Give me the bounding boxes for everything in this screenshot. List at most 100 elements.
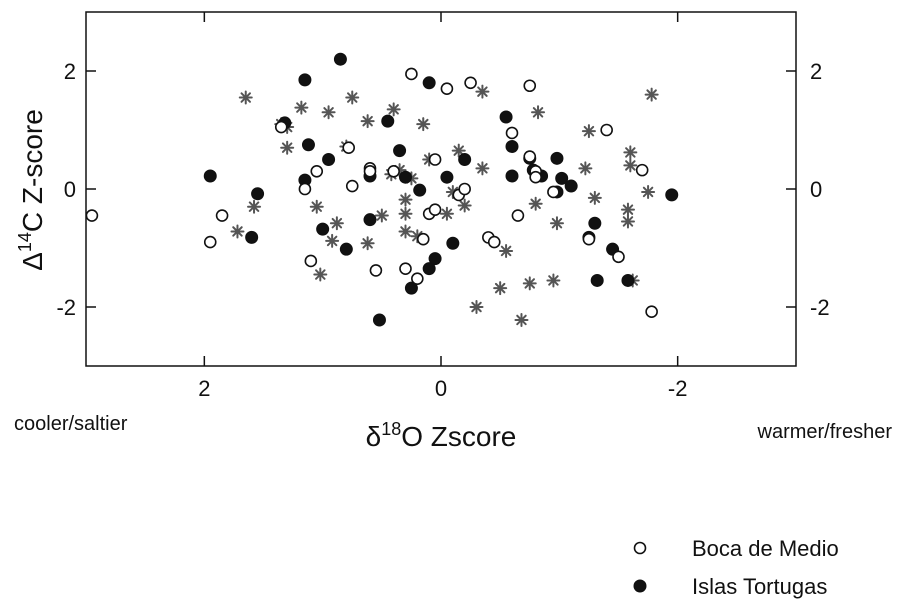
los-testigos-point (416, 117, 431, 132)
los-testigos-point (374, 208, 389, 223)
islas-tortugas-point (363, 213, 377, 227)
islas-tortugas-point (499, 110, 513, 124)
islas-tortugas-point (428, 252, 442, 266)
y-tick-label: -2 (56, 295, 76, 320)
los-testigos-point (469, 300, 484, 314)
legend-label: Los Testigos (692, 612, 814, 616)
los-testigos-point (549, 216, 564, 231)
islas-tortugas-point (621, 273, 635, 287)
boca-de-medio-point (582, 232, 596, 246)
los-testigos-point (230, 224, 245, 239)
boca-de-medio-point (505, 126, 519, 140)
boca-de-medio-point (387, 165, 400, 178)
los-testigos-point (475, 84, 490, 99)
islas-tortugas-point (339, 242, 353, 256)
los-testigos-point (360, 114, 375, 129)
los-testigos-point (398, 192, 413, 207)
islas-tortugas-point (322, 153, 336, 166)
islas-tortugas-point (590, 273, 604, 287)
islas-tortugas-point (440, 170, 454, 184)
los-testigos-point (386, 102, 401, 117)
islas-tortugas-point (301, 138, 315, 152)
x-tick-label: 2 (198, 376, 210, 401)
islas-tortugas-point (588, 216, 602, 230)
islas-tortugas-point (422, 76, 436, 90)
boca-de-medio-point (405, 67, 418, 81)
islas-tortugas-point (333, 52, 347, 66)
boca-de-medio-point (399, 262, 412, 275)
boca-de-medio-point (416, 232, 430, 246)
x-tick-label: -2 (668, 376, 688, 401)
los-testigos-point (493, 281, 508, 296)
islas-tortugas-point (203, 169, 217, 183)
ticks: 2 0 -2 2 2 0 0 -2 -2 (56, 12, 830, 401)
boca-de-medio-point (487, 235, 501, 249)
los-testigos-point (309, 199, 324, 214)
los-testigos-point (360, 236, 375, 251)
axes (85, 11, 797, 367)
los-testigos-point (499, 243, 514, 258)
islas-tortugas-point (458, 153, 472, 166)
y-right-tick-label: 2 (810, 59, 822, 84)
los-testigos-point (522, 276, 537, 291)
los-testigos-point (398, 224, 413, 239)
boca-de-medio-point (304, 254, 318, 268)
los-testigos-point (531, 105, 546, 120)
boca-de-medio-point (523, 150, 537, 163)
boca-de-medio-point (215, 209, 229, 222)
legend-marker (633, 579, 647, 593)
x-axis-title: δ18O Zscore (366, 419, 517, 452)
los-testigos-point (581, 124, 596, 139)
los-testigos-point (345, 90, 360, 105)
islas-tortugas-point (505, 169, 519, 183)
los-testigos-point (457, 198, 472, 213)
islas-tortugas-point (381, 114, 395, 128)
islas-tortugas-point (298, 73, 312, 87)
islas-tortugas-point (251, 187, 265, 201)
los-testigos-point (329, 216, 344, 231)
boca-de-medio-point (458, 182, 471, 196)
islas-tortugas-point (665, 188, 679, 202)
los-testigos-point (620, 202, 635, 217)
islas-tortugas-point (446, 236, 460, 250)
left-note: cooler/saltier (14, 413, 128, 435)
boca-de-medio-point (635, 163, 649, 177)
boca-de-medio-point (363, 165, 377, 178)
los-testigos-point (528, 196, 543, 211)
los-testigos-point (247, 199, 262, 214)
boca-de-medio-point (298, 182, 312, 196)
boca-de-medio-point (645, 305, 658, 319)
boca-de-medio-point (342, 141, 356, 154)
legend-label: Boca de Medio (692, 536, 839, 561)
y-tick-label: 0 (64, 177, 76, 202)
islas-tortugas-point (550, 151, 564, 165)
los-testigos-point (620, 214, 635, 229)
los-testigos-point (641, 184, 656, 199)
legend-label: Islas Tortugas (692, 574, 827, 599)
boca-de-medio-point (411, 272, 424, 285)
islas-tortugas-point (422, 262, 436, 276)
boca-de-medio-point (612, 250, 625, 264)
boca-de-medio-point (547, 185, 560, 199)
islas-tortugas-point (245, 230, 259, 244)
los-testigos-point (321, 105, 336, 120)
y-axis-title: Δ14C Z-score (15, 109, 48, 271)
islas-tortugas-point (505, 140, 519, 154)
los-testigos-point (578, 161, 593, 176)
boca-de-medio-point (600, 123, 613, 137)
boca-de-medio-point (440, 82, 454, 95)
boca-de-medio-point (523, 79, 537, 93)
legend: Boca de Medio Islas Tortugas Los Testigos (633, 536, 839, 616)
x-tick-label: 0 (435, 376, 447, 401)
boca-de-medio-point (428, 153, 442, 166)
islas-tortugas-point (404, 281, 418, 295)
legend-marker (633, 541, 647, 555)
y-right-tick-label: -2 (810, 295, 830, 320)
islas-tortugas-point (555, 171, 569, 185)
boca-de-medio-point (511, 209, 525, 222)
boca-de-medio-point (464, 76, 477, 90)
islas-tortugas-point (372, 313, 386, 327)
islas-tortugas-point (393, 144, 407, 158)
plot-frame (85, 11, 797, 367)
